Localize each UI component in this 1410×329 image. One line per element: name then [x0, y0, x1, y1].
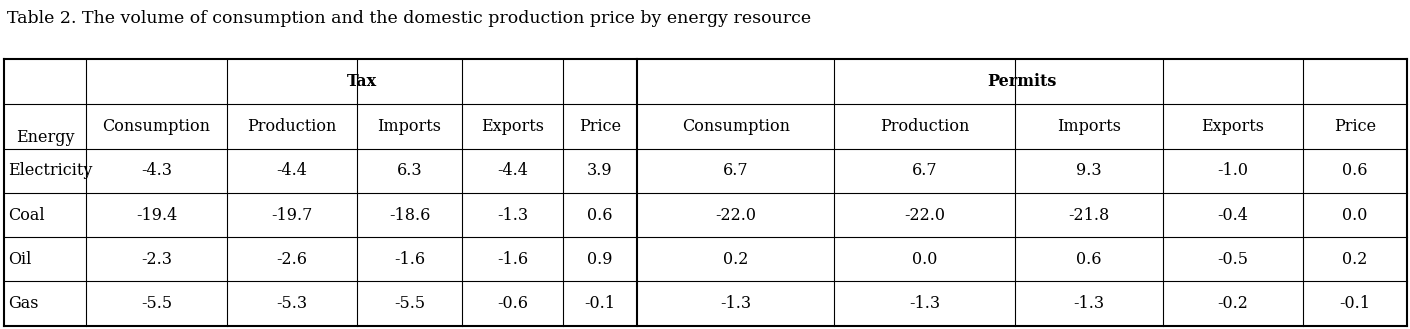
Text: -0.2: -0.2: [1217, 295, 1248, 312]
Text: Imports: Imports: [378, 118, 441, 135]
Text: -1.0: -1.0: [1217, 163, 1248, 179]
Text: -0.1: -0.1: [585, 295, 615, 312]
Text: Production: Production: [880, 118, 970, 135]
Text: Table 2. The volume of consumption and the domestic production price by energy r: Table 2. The volume of consumption and t…: [7, 10, 811, 27]
Text: -2.3: -2.3: [141, 251, 172, 268]
Text: Coal: Coal: [8, 207, 45, 224]
Text: Consumption: Consumption: [682, 118, 790, 135]
Text: -1.3: -1.3: [1073, 295, 1105, 312]
Text: 0.6: 0.6: [587, 207, 613, 224]
Text: -0.1: -0.1: [1340, 295, 1371, 312]
Text: 0.6: 0.6: [1076, 251, 1103, 268]
Text: -19.7: -19.7: [271, 207, 313, 224]
Text: 0.0: 0.0: [912, 251, 938, 268]
Text: -1.3: -1.3: [721, 295, 752, 312]
Text: -22.0: -22.0: [715, 207, 756, 224]
Text: -22.0: -22.0: [904, 207, 945, 224]
Text: -0.6: -0.6: [498, 295, 527, 312]
Text: 0.6: 0.6: [1342, 163, 1368, 179]
Text: Exports: Exports: [1201, 118, 1265, 135]
Text: Gas: Gas: [8, 295, 39, 312]
Text: Imports: Imports: [1058, 118, 1121, 135]
Text: -5.3: -5.3: [276, 295, 307, 312]
Text: -5.5: -5.5: [141, 295, 172, 312]
Text: -1.3: -1.3: [496, 207, 529, 224]
Text: Energy: Energy: [16, 129, 75, 146]
Text: 3.9: 3.9: [587, 163, 613, 179]
Text: Permits: Permits: [987, 73, 1058, 90]
Text: 0.2: 0.2: [723, 251, 749, 268]
Text: -19.4: -19.4: [135, 207, 178, 224]
Text: Price: Price: [580, 118, 620, 135]
Text: 6.3: 6.3: [396, 163, 423, 179]
Text: -21.8: -21.8: [1069, 207, 1110, 224]
Text: -1.6: -1.6: [496, 251, 529, 268]
Text: 6.7: 6.7: [723, 163, 749, 179]
Text: 9.3: 9.3: [1076, 163, 1103, 179]
Text: Production: Production: [247, 118, 337, 135]
Text: -5.5: -5.5: [393, 295, 426, 312]
Text: 0.0: 0.0: [1342, 207, 1368, 224]
Text: -0.5: -0.5: [1217, 251, 1248, 268]
Text: -0.4: -0.4: [1217, 207, 1248, 224]
Text: Oil: Oil: [8, 251, 32, 268]
Text: Consumption: Consumption: [103, 118, 210, 135]
Text: 0.2: 0.2: [1342, 251, 1368, 268]
Text: -2.6: -2.6: [276, 251, 307, 268]
Text: Electricity: Electricity: [8, 163, 93, 179]
Text: -4.4: -4.4: [276, 163, 307, 179]
Text: 6.7: 6.7: [912, 163, 938, 179]
Text: Exports: Exports: [481, 118, 544, 135]
Text: Price: Price: [1334, 118, 1376, 135]
Text: -1.3: -1.3: [909, 295, 940, 312]
Text: Tax: Tax: [347, 73, 376, 90]
Text: 0.9: 0.9: [587, 251, 613, 268]
Text: -4.3: -4.3: [141, 163, 172, 179]
Text: -4.4: -4.4: [498, 163, 527, 179]
Text: -1.6: -1.6: [393, 251, 426, 268]
Text: -18.6: -18.6: [389, 207, 430, 224]
